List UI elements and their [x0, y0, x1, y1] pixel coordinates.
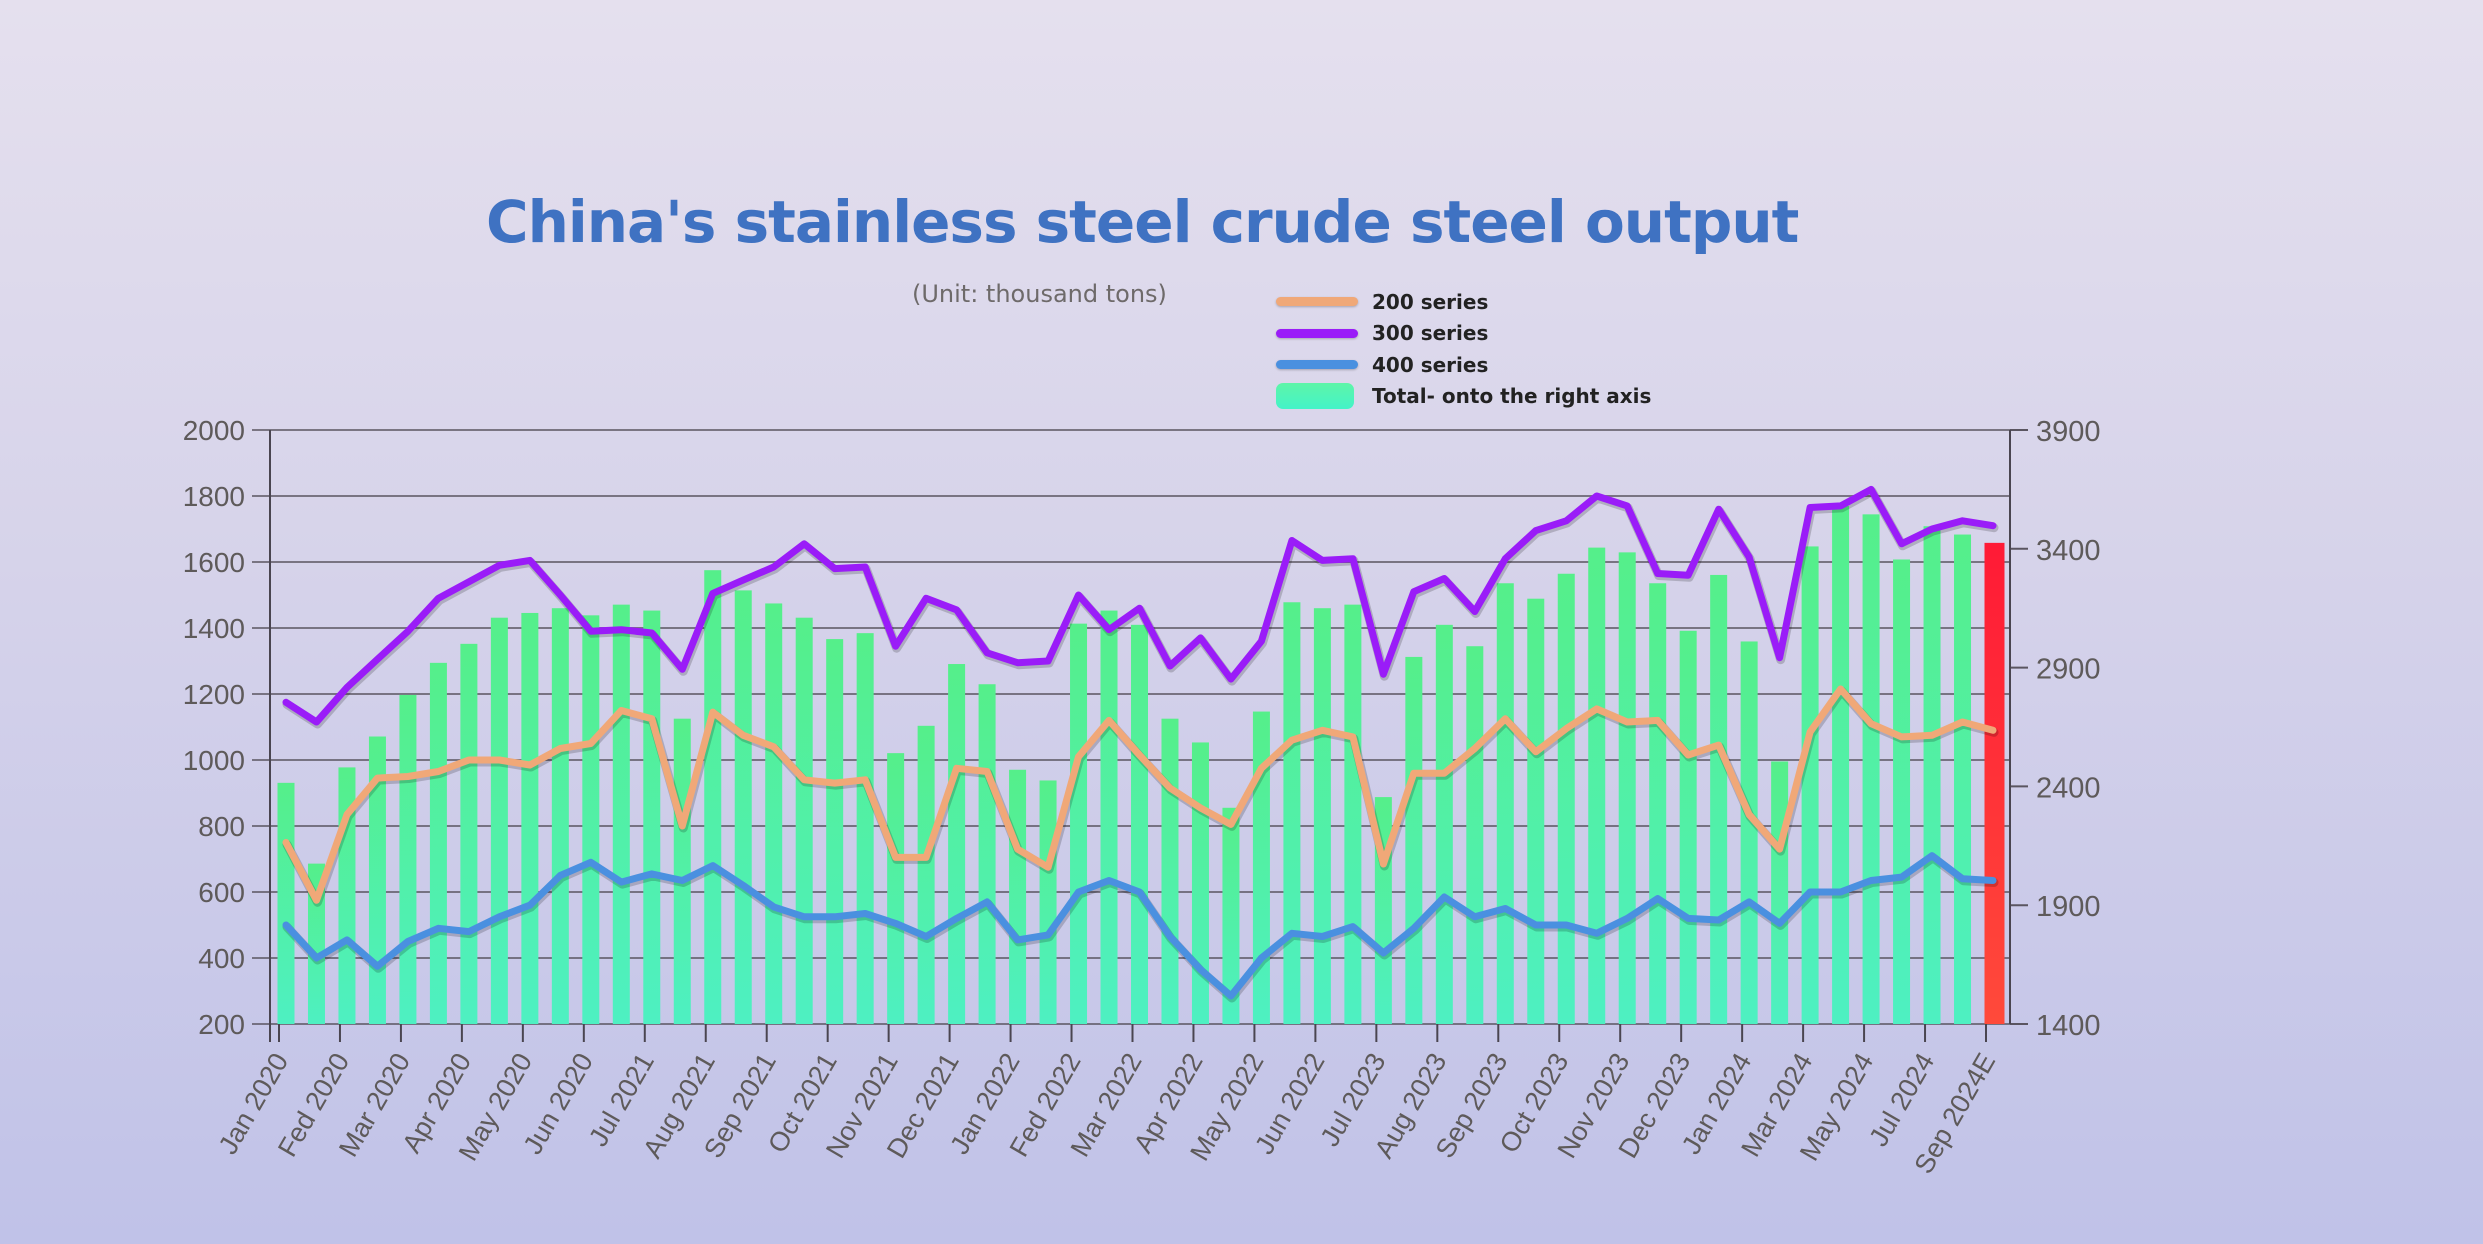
bar-total — [765, 603, 783, 1024]
bar-total — [1070, 623, 1088, 1024]
axes — [269, 429, 2028, 1042]
bar-total — [368, 736, 386, 1024]
left-axis-tick-label: 2000 — [183, 415, 245, 446]
legend-label: 400 series — [1372, 352, 1489, 377]
series-line-400 — [282, 852, 1997, 1000]
legend-label: 300 series — [1372, 321, 1489, 346]
bar-total — [887, 753, 905, 1024]
chart-title: China's stainless steel crude steel outp… — [486, 188, 1799, 256]
left-axis-tick-label: 800 — [198, 811, 245, 842]
right-axis-tick-label: 2400 — [2036, 772, 2101, 804]
legend-item-400-series: 400 series — [1276, 349, 1651, 381]
bar-total — [307, 863, 325, 1024]
legend-item-total: Total- onto the right axis — [1276, 381, 1651, 413]
legend-label: Total- onto the right axis — [1372, 384, 1652, 409]
bar-total — [1618, 552, 1636, 1024]
bar-total — [1435, 624, 1453, 1024]
legend-swatch-300 — [1276, 328, 1358, 338]
bar-total — [460, 643, 478, 1024]
left-axis-tick-label: 1400 — [183, 613, 245, 644]
bar-total — [948, 664, 966, 1024]
bar-total — [1344, 604, 1362, 1024]
bar-total — [1191, 742, 1209, 1024]
bar-total — [917, 725, 935, 1024]
bar-total — [1252, 711, 1270, 1024]
legend-swatch-400 — [1276, 360, 1358, 370]
left-axis-tick-label: 200 — [198, 1009, 245, 1040]
left-axis-tick-label: 400 — [198, 943, 245, 974]
bar-total — [1740, 641, 1758, 1024]
series-line-200 — [282, 685, 1997, 904]
bar-total — [429, 662, 447, 1024]
bar-total — [1405, 656, 1423, 1024]
bar-total — [734, 590, 752, 1024]
bar-total — [1466, 646, 1484, 1024]
bar-total — [1222, 807, 1240, 1024]
bar-total — [399, 694, 417, 1024]
right-axis-tick-label: 3400 — [2036, 535, 2101, 567]
bar-total — [1679, 630, 1697, 1024]
bar-total — [521, 612, 539, 1024]
bar-total — [1588, 547, 1606, 1024]
legend: 200 series 300 series 400 series Total- … — [1276, 286, 1651, 412]
bar-total — [795, 617, 813, 1024]
bar-total — [856, 633, 874, 1024]
right-axis-tick-label: 1900 — [2036, 891, 2101, 923]
right-axis-tick-label: 2900 — [2036, 654, 2101, 686]
bar-total — [1131, 624, 1148, 1024]
bar-total — [1832, 506, 1850, 1025]
bar-total — [643, 610, 661, 1024]
bar-total — [978, 684, 996, 1024]
bar-total — [704, 570, 722, 1024]
bar-total — [490, 617, 508, 1024]
chart-subtitle: (Unit: thousand tons) — [912, 280, 1167, 308]
bar-total — [1801, 546, 1819, 1024]
bar-total — [551, 608, 569, 1024]
bar-total — [1954, 534, 1972, 1024]
right-axis-tick-label: 3900 — [2036, 416, 2101, 448]
left-axis-tick-label: 1200 — [183, 679, 245, 710]
legend-label: 200 series — [1372, 289, 1489, 314]
bar-total — [1039, 780, 1057, 1024]
bar-total — [582, 615, 600, 1024]
bar-total — [1862, 514, 1880, 1024]
bar-total — [1771, 761, 1789, 1024]
bar-total — [1893, 559, 1911, 1024]
series-line-300 — [282, 485, 1997, 726]
bar-total — [1710, 574, 1728, 1024]
bar-total — [1923, 526, 1941, 1024]
bar-total — [1557, 573, 1575, 1024]
bar-total — [1100, 610, 1118, 1024]
legend-item-300-series: 300 series — [1276, 318, 1651, 350]
bar-total — [612, 604, 630, 1024]
bar-total — [1313, 608, 1331, 1024]
left-axis-tick-label: 600 — [198, 877, 245, 908]
legend-swatch-total — [1276, 383, 1354, 410]
legend-item-200-series: 200 series — [1276, 286, 1651, 318]
legend-swatch-200 — [1276, 297, 1358, 307]
bar-total — [277, 782, 295, 1024]
bar-total-estimate — [1984, 542, 2005, 1024]
left-axis-tick-label: 1600 — [183, 547, 245, 578]
bar-total — [1161, 718, 1179, 1024]
bar-total — [1009, 769, 1027, 1024]
bar-total — [826, 639, 844, 1024]
bar-total — [673, 718, 691, 1024]
bar-total — [1649, 583, 1667, 1024]
left-axis-tick-label: 1000 — [183, 745, 245, 776]
bar-total — [1527, 598, 1545, 1024]
bar-total — [1496, 583, 1514, 1024]
series-lines — [282, 485, 1999, 1003]
right-axis-tick-label: 1400 — [2036, 1010, 2101, 1042]
bar-total — [1283, 602, 1301, 1024]
left-axis-tick-label: 1800 — [183, 481, 245, 512]
